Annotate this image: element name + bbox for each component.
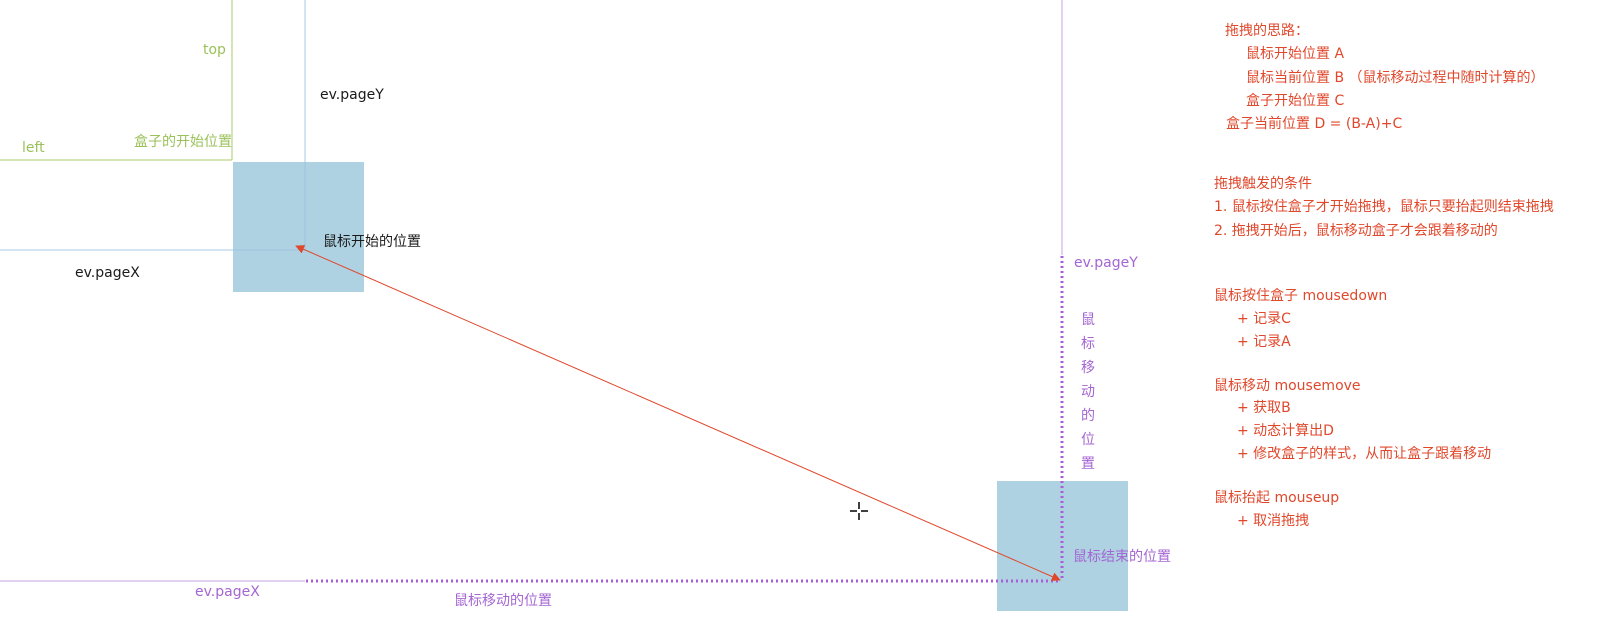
mouse-start-label: 鼠标开始的位置 (323, 234, 421, 250)
mousemove-title: 鼠标移动 mousemove (1214, 378, 1361, 394)
horizontal-move-label: 鼠标移动的位置 (454, 593, 552, 609)
vertical-move-char: 置 (1081, 456, 1095, 472)
vertical-move-char: 的 (1081, 408, 1095, 424)
mouseup-title: 鼠标抬起 mouseup (1214, 490, 1339, 506)
mouseup-line: + 取消拖拽 (1237, 513, 1309, 529)
idea-line: 鼠标当前位置 B （鼠标移动过程中随时计算的） (1246, 69, 1545, 86)
left-label: left (22, 140, 45, 156)
top-label: top (203, 42, 226, 58)
mousemove-line: + 修改盒子的样式，从而让盒子跟着移动 (1237, 445, 1491, 462)
box-start[interactable] (233, 162, 364, 292)
start-pagex-label: ev.pageX (75, 265, 140, 281)
vertical-move-label: 鼠 标 移 动 的 位 置 (1081, 312, 1095, 472)
mousedown-line: + 记录C (1237, 311, 1291, 327)
vertical-move-char: 鼠 (1081, 312, 1095, 328)
trigger-title: 拖拽触发的条件 (1214, 175, 1312, 192)
trigger-line: 1. 鼠标按住盒子才开始拖拽，鼠标只要抬起则结束拖拽 (1214, 198, 1554, 215)
box-origin-label: 盒子的开始位置 (134, 133, 232, 150)
notes-panel: 拖拽的思路： 鼠标开始位置 A 鼠标当前位置 B （鼠标移动过程中随时计算的） … (1214, 23, 1554, 529)
idea-line: 鼠标开始位置 A (1246, 46, 1344, 62)
formula: 盒子当前位置 D = (B-A)+C (1226, 115, 1402, 132)
mouse-end-label: 鼠标结束的位置 (1073, 549, 1171, 565)
vertical-move-char: 位 (1081, 432, 1095, 448)
mousedown-title: 鼠标按住盒子 mousedown (1214, 287, 1387, 304)
vertical-move-char: 标 (1081, 336, 1095, 352)
trigger-line: 2. 拖拽开始后，鼠标移动盒子才会跟着移动的 (1214, 222, 1498, 239)
start-pagey-label: ev.pageY (320, 87, 384, 103)
vertical-move-char: 动 (1081, 384, 1095, 400)
mousemove-line: + 动态计算出D (1237, 423, 1334, 439)
idea-title: 拖拽的思路： (1225, 23, 1309, 39)
mousemove-line: + 获取B (1237, 400, 1291, 416)
move-crosshair-icon (850, 502, 868, 520)
idea-line: 盒子开始位置 C (1246, 92, 1344, 109)
end-pagex-label: ev.pageX (195, 584, 260, 600)
vertical-move-char: 移 (1081, 360, 1095, 376)
drag-arrow (295, 245, 1061, 581)
mousedown-line: + 记录A (1237, 334, 1291, 350)
end-pagey-label: ev.pageY (1074, 255, 1138, 271)
